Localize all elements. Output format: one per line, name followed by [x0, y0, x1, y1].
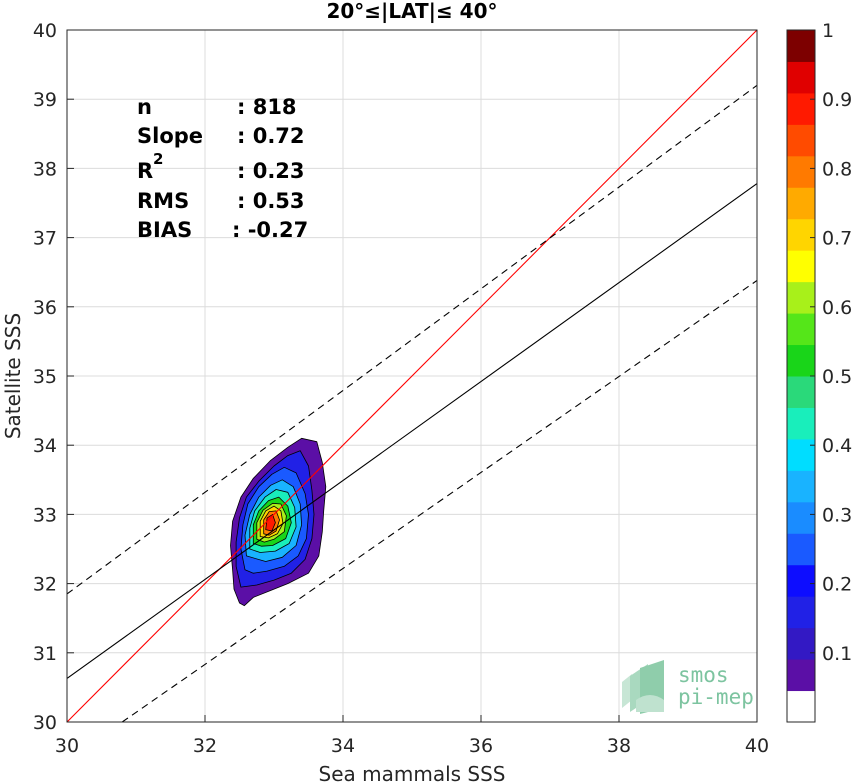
- colorbar-ticks: 0.1 0.2 0.3 0.4 0.5 0.6 0.7 0.8 0.9 1: [810, 20, 852, 665]
- y-tick-label: 33: [33, 504, 57, 526]
- colorbar-segment: [787, 30, 815, 62]
- colorbar-tick-label: 0.6: [822, 297, 852, 319]
- y-tick-label: 40: [33, 20, 57, 42]
- logo-waves-icon: [622, 660, 664, 714]
- x-tick-label: 34: [331, 735, 355, 757]
- logo-text-smos: smos: [678, 663, 729, 687]
- colorbar-segment: [787, 533, 815, 566]
- stat-r2-value: : 0.23: [237, 159, 305, 183]
- reference-line-fit: [67, 183, 757, 679]
- regression-lines: [67, 30, 757, 722]
- colorbar-segment: [787, 438, 815, 471]
- y-tick-label: 39: [33, 89, 57, 111]
- colorbar-segment: [787, 344, 815, 377]
- colorbar-tick-label: 1: [822, 20, 834, 42]
- colorbar-tick-label: 0.2: [822, 574, 852, 596]
- colorbar-segment: [787, 627, 815, 660]
- colorbar-segment: [787, 659, 815, 692]
- colorbar-segment: [787, 376, 815, 408]
- colorbar-segment: [787, 690, 815, 723]
- density-contours: [230, 437, 327, 607]
- y-tick-label: 34: [33, 435, 57, 457]
- colorbar-tick-label: 0.3: [822, 504, 852, 526]
- y-axis-ticks: 30 31 32 33 34 35 36 37 38 39 40: [33, 20, 74, 734]
- colorbar-tick-label: 0.9: [822, 89, 852, 111]
- colorbar-segment: [787, 501, 815, 534]
- colorbar-tick-label: 0.7: [822, 228, 852, 250]
- chart-title: 20°≤|LAT|≤ 40°: [326, 0, 497, 23]
- colorbar-segment: [787, 92, 815, 125]
- stat-r2-superscript: 2: [153, 150, 163, 168]
- colorbar-segment: [787, 250, 815, 283]
- stat-n-label: n: [137, 95, 152, 119]
- stat-bias-label: BIAS: [137, 218, 192, 242]
- colorbar-segment: [787, 596, 815, 629]
- colorbar-tick-label: 0.1: [822, 643, 852, 665]
- reference-line-fit-upper: [67, 84, 757, 595]
- colorbar: [787, 30, 815, 723]
- x-tick-label: 30: [55, 735, 79, 757]
- y-tick-label: 36: [33, 297, 57, 319]
- colorbar-tick-label: 0.4: [822, 435, 852, 457]
- colorbar-segment: [787, 313, 815, 346]
- y-tick-label: 38: [33, 158, 57, 180]
- colorbar-segment: [787, 218, 815, 251]
- stat-rms-label: RMS: [137, 189, 189, 213]
- x-axis-label: Sea mammals SSS: [319, 762, 506, 784]
- y-tick-label: 37: [33, 228, 57, 250]
- colorbar-segment: [787, 61, 815, 94]
- colorbar-tick-label: 0.8: [822, 158, 852, 180]
- colorbar-segment: [787, 470, 815, 503]
- reference-line-1-1: [67, 30, 757, 722]
- stat-bias-value: : -0.27: [232, 218, 308, 242]
- y-tick-label: 35: [33, 366, 57, 388]
- logo-text-pimep: pi-mep: [678, 685, 754, 709]
- stat-r2-label: R: [137, 159, 153, 183]
- x-tick-label: 36: [469, 735, 493, 757]
- y-tick-label: 32: [33, 574, 57, 596]
- x-tick-label: 32: [193, 735, 217, 757]
- colorbar-segment: [787, 407, 815, 440]
- reference-line-fit-lower: [121, 280, 757, 722]
- x-tick-label: 38: [607, 735, 631, 757]
- y-axis-label: Satellite SSS: [1, 313, 25, 439]
- y-tick-label: 30: [33, 712, 57, 734]
- stat-n-value: : 818: [237, 95, 297, 119]
- stat-slope-label: Slope: [137, 124, 203, 148]
- colorbar-segment: [787, 124, 815, 157]
- stats-box: n : 818 Slope : 0.72 R 2 : 0.23 RMS : 0.…: [137, 95, 308, 242]
- colorbar-segment: [787, 155, 815, 188]
- density-contour-level: [265, 514, 276, 532]
- colorbar-segment: [787, 187, 815, 220]
- colorbar-segment: [787, 281, 815, 314]
- x-tick-label: 40: [745, 735, 769, 757]
- stat-slope-value: : 0.72: [237, 124, 305, 148]
- colorbar-segment: [787, 564, 815, 597]
- x-axis-ticks: 30 32 34 36 38 40: [55, 715, 769, 757]
- stat-rms-value: : 0.53: [237, 189, 305, 213]
- y-tick-label: 31: [33, 643, 57, 665]
- colorbar-tick-label: 0.5: [822, 366, 852, 388]
- watermark-logo: smos pi-mep: [622, 660, 754, 714]
